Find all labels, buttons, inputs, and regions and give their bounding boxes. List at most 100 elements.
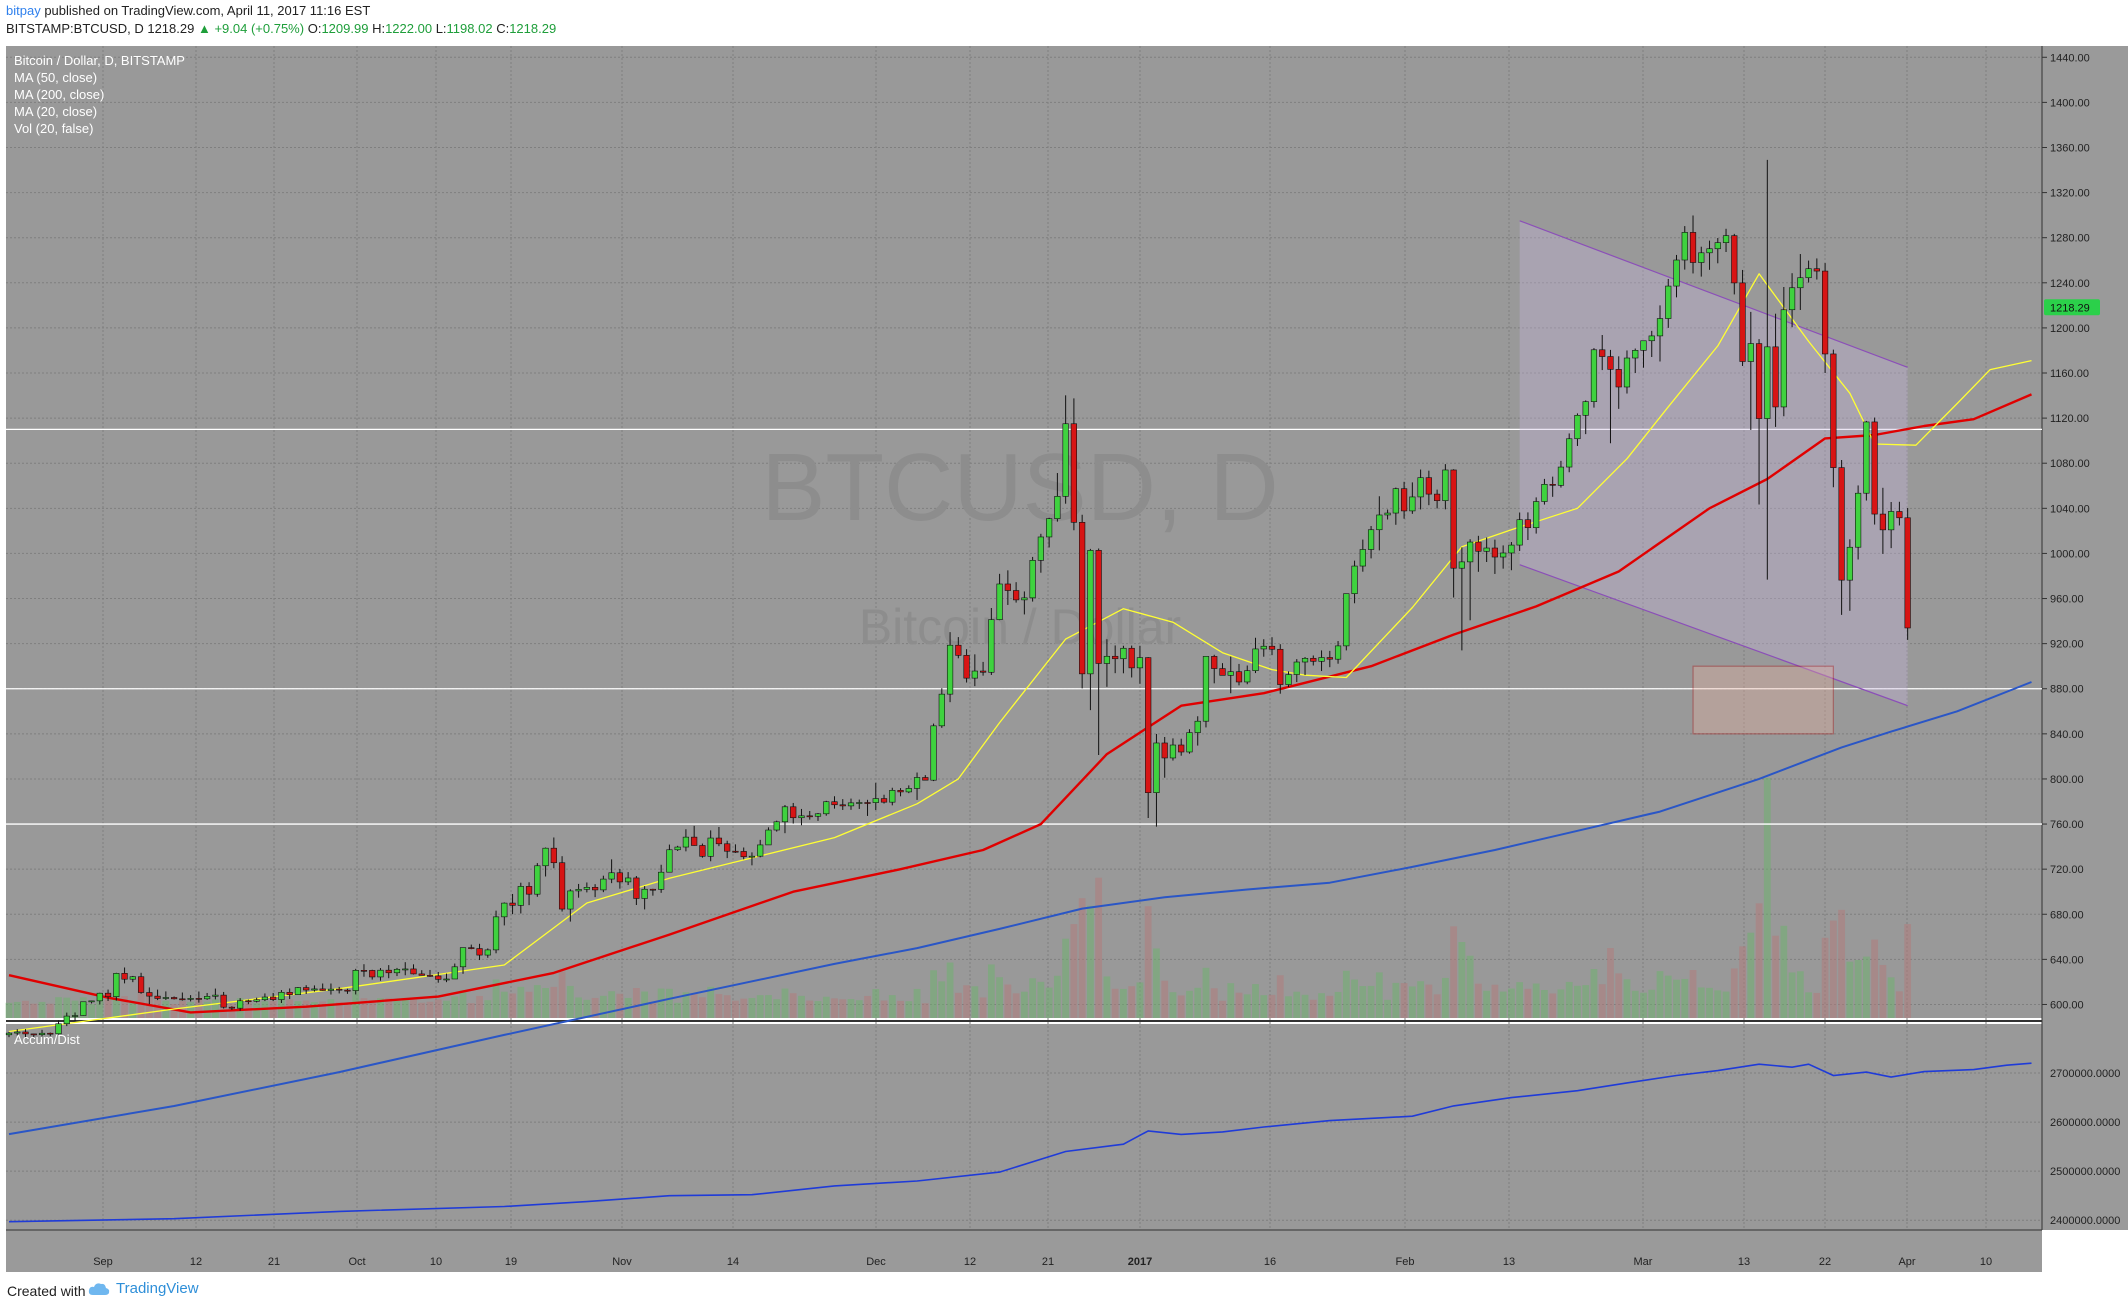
volume-bar	[1458, 942, 1466, 1018]
candle	[633, 876, 640, 906]
candle	[451, 963, 458, 980]
watermark-name: Bitcoin / Dollar	[859, 599, 1181, 655]
candle	[971, 654, 978, 687]
candle	[897, 788, 904, 797]
candle-body	[1343, 593, 1350, 647]
candle	[88, 1000, 95, 1004]
candle	[1268, 637, 1276, 656]
volume-bar	[1268, 994, 1276, 1018]
candle	[1310, 655, 1317, 666]
volume-bar	[1153, 948, 1160, 1018]
price-chart[interactable]: BTCUSD, D Bitcoin / Dollar 600.00640.006…	[0, 40, 2128, 1272]
candle	[823, 800, 830, 816]
volume-bar	[1862, 956, 1870, 1018]
candle	[1417, 469, 1424, 510]
candle	[344, 988, 351, 994]
candle	[1343, 593, 1350, 651]
volume-bar	[674, 1002, 682, 1018]
candle	[699, 843, 706, 858]
candle-body	[402, 968, 409, 971]
candle-body	[1467, 541, 1474, 563]
last-price-tag-label: 1218.29	[2050, 302, 2090, 314]
publisher-link[interactable]: bitpay	[6, 3, 41, 18]
volume-bar	[1838, 909, 1846, 1018]
volume-bar	[517, 986, 525, 1018]
candle-body	[979, 670, 987, 673]
candle	[1409, 482, 1416, 514]
volume-bar	[765, 995, 772, 1018]
ma200-line	[8, 681, 2032, 1136]
candle	[1013, 582, 1020, 603]
volume-bar	[170, 1004, 178, 1018]
volume-bar	[1466, 955, 1474, 1018]
candle	[641, 886, 648, 910]
header-bar: bitpay published on TradingView.com, Apr…	[0, 0, 2128, 40]
volume-bar	[1565, 981, 1573, 1018]
candle-body	[1772, 346, 1779, 408]
candle-body	[1574, 414, 1581, 440]
volume-bar	[1780, 925, 1788, 1018]
candle	[1128, 645, 1135, 678]
volume-bar	[558, 971, 566, 1018]
volume-bar	[55, 997, 62, 1018]
cloud-icon	[88, 1282, 110, 1295]
volume-bar	[649, 1001, 657, 1018]
candle	[1318, 650, 1325, 672]
candle	[625, 872, 632, 886]
accumdist-series	[8, 1062, 2032, 1223]
volume-bar	[1210, 988, 1218, 1018]
candle	[1500, 545, 1507, 569]
candle	[534, 863, 541, 897]
candle-body	[104, 992, 112, 997]
candle	[798, 808, 805, 826]
price-tick-label: 1440.00	[2050, 52, 2090, 64]
candle	[1582, 400, 1589, 435]
volume-bar	[1103, 976, 1111, 1018]
candle	[1095, 548, 1102, 756]
price-tick-label: 880.00	[2050, 684, 2084, 696]
volume-bar	[707, 986, 715, 1018]
candle	[732, 844, 739, 853]
volume-bar	[1425, 984, 1433, 1018]
candle-body	[286, 991, 293, 995]
candle	[1079, 514, 1086, 689]
candle-body	[1673, 259, 1680, 287]
candle-body	[410, 968, 417, 975]
candle	[1103, 639, 1111, 687]
candle-body	[897, 790, 904, 793]
candle	[270, 992, 277, 1002]
candle	[327, 983, 335, 995]
candle	[864, 799, 871, 816]
volume-bar	[1904, 924, 1912, 1018]
candle-body	[1136, 657, 1144, 669]
volume-bar	[1020, 991, 1028, 1018]
volume-bar	[1640, 992, 1647, 1018]
candle-body	[1153, 742, 1160, 794]
volume-bar	[451, 996, 459, 1018]
candle-body	[212, 994, 219, 997]
candle-body	[592, 887, 599, 891]
volume-bar	[1590, 969, 1598, 1018]
price-tick-label: 1320.00	[2050, 188, 2090, 200]
time-tick-label: 13	[1738, 1256, 1750, 1268]
candle	[1070, 398, 1077, 531]
candle	[435, 971, 442, 983]
candle-body	[146, 992, 153, 997]
candle	[1120, 645, 1127, 674]
candle	[1871, 417, 1878, 525]
candle	[1706, 240, 1713, 270]
candle-body	[1904, 517, 1911, 629]
volume-bar	[1053, 975, 1061, 1018]
candle-body	[1103, 655, 1111, 664]
candle	[468, 944, 475, 950]
tradingview-link[interactable]: TradingView	[88, 1280, 199, 1297]
volume-bar	[484, 1000, 492, 1018]
candle-body	[492, 916, 500, 951]
candle	[5, 1031, 13, 1038]
candle-body	[517, 886, 524, 906]
candle-body	[1417, 477, 1424, 498]
candle-body	[1450, 469, 1457, 569]
candle-body	[476, 948, 483, 956]
volume-bar	[38, 1001, 46, 1018]
candle-body	[1722, 235, 1730, 243]
